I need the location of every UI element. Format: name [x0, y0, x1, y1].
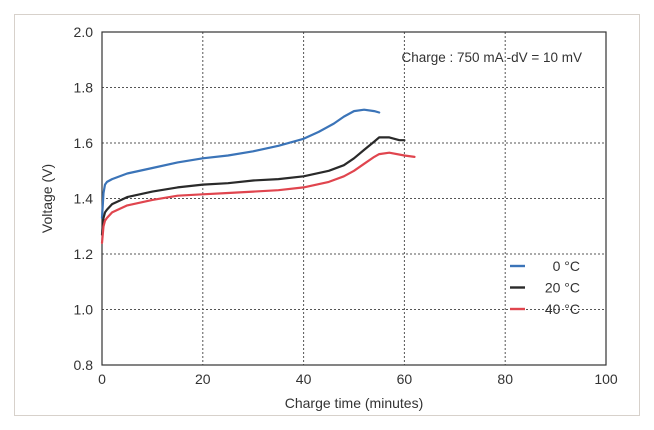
x-tick-label: 100: [594, 371, 618, 387]
x-axis-label: Charge time (minutes): [285, 395, 424, 411]
x-tick-label: 40: [296, 371, 312, 387]
y-tick-label: 1.0: [74, 302, 94, 318]
x-tick-label: 80: [497, 371, 513, 387]
grid: [102, 32, 606, 365]
legend-label: 0 °C: [553, 258, 580, 274]
y-tick-label: 1.2: [74, 246, 94, 262]
legend: 0 °C 20 °C 40 °C: [510, 258, 580, 317]
series-line: [100, 151, 416, 244]
series-line: [100, 136, 406, 236]
chart-frame: [14, 14, 640, 416]
chart-annotation: Charge : 750 mA -dV = 10 mV: [402, 50, 582, 65]
y-axis-label: Voltage (V): [39, 164, 55, 233]
legend-label: 40 °C: [545, 301, 580, 317]
plot-area: [101, 31, 607, 366]
axis-ticks: 0 20 40 60 80 100 0.8 1.0 1.2 1.4 1.6 1.8 2.0: [74, 24, 618, 387]
y-tick-label: 1.6: [74, 135, 94, 151]
series-line: [100, 108, 381, 219]
legend-label: 20 °C: [545, 280, 580, 296]
series-lines: [100, 108, 416, 244]
x-tick-label: 60: [397, 371, 413, 387]
y-tick-label: 0.8: [74, 357, 94, 373]
y-tick-label: 2.0: [74, 24, 94, 40]
x-tick-label: 20: [195, 371, 211, 387]
y-tick-label: 1.4: [74, 191, 94, 207]
x-tick-label: 0: [98, 371, 106, 387]
y-tick-label: 1.8: [74, 80, 94, 96]
